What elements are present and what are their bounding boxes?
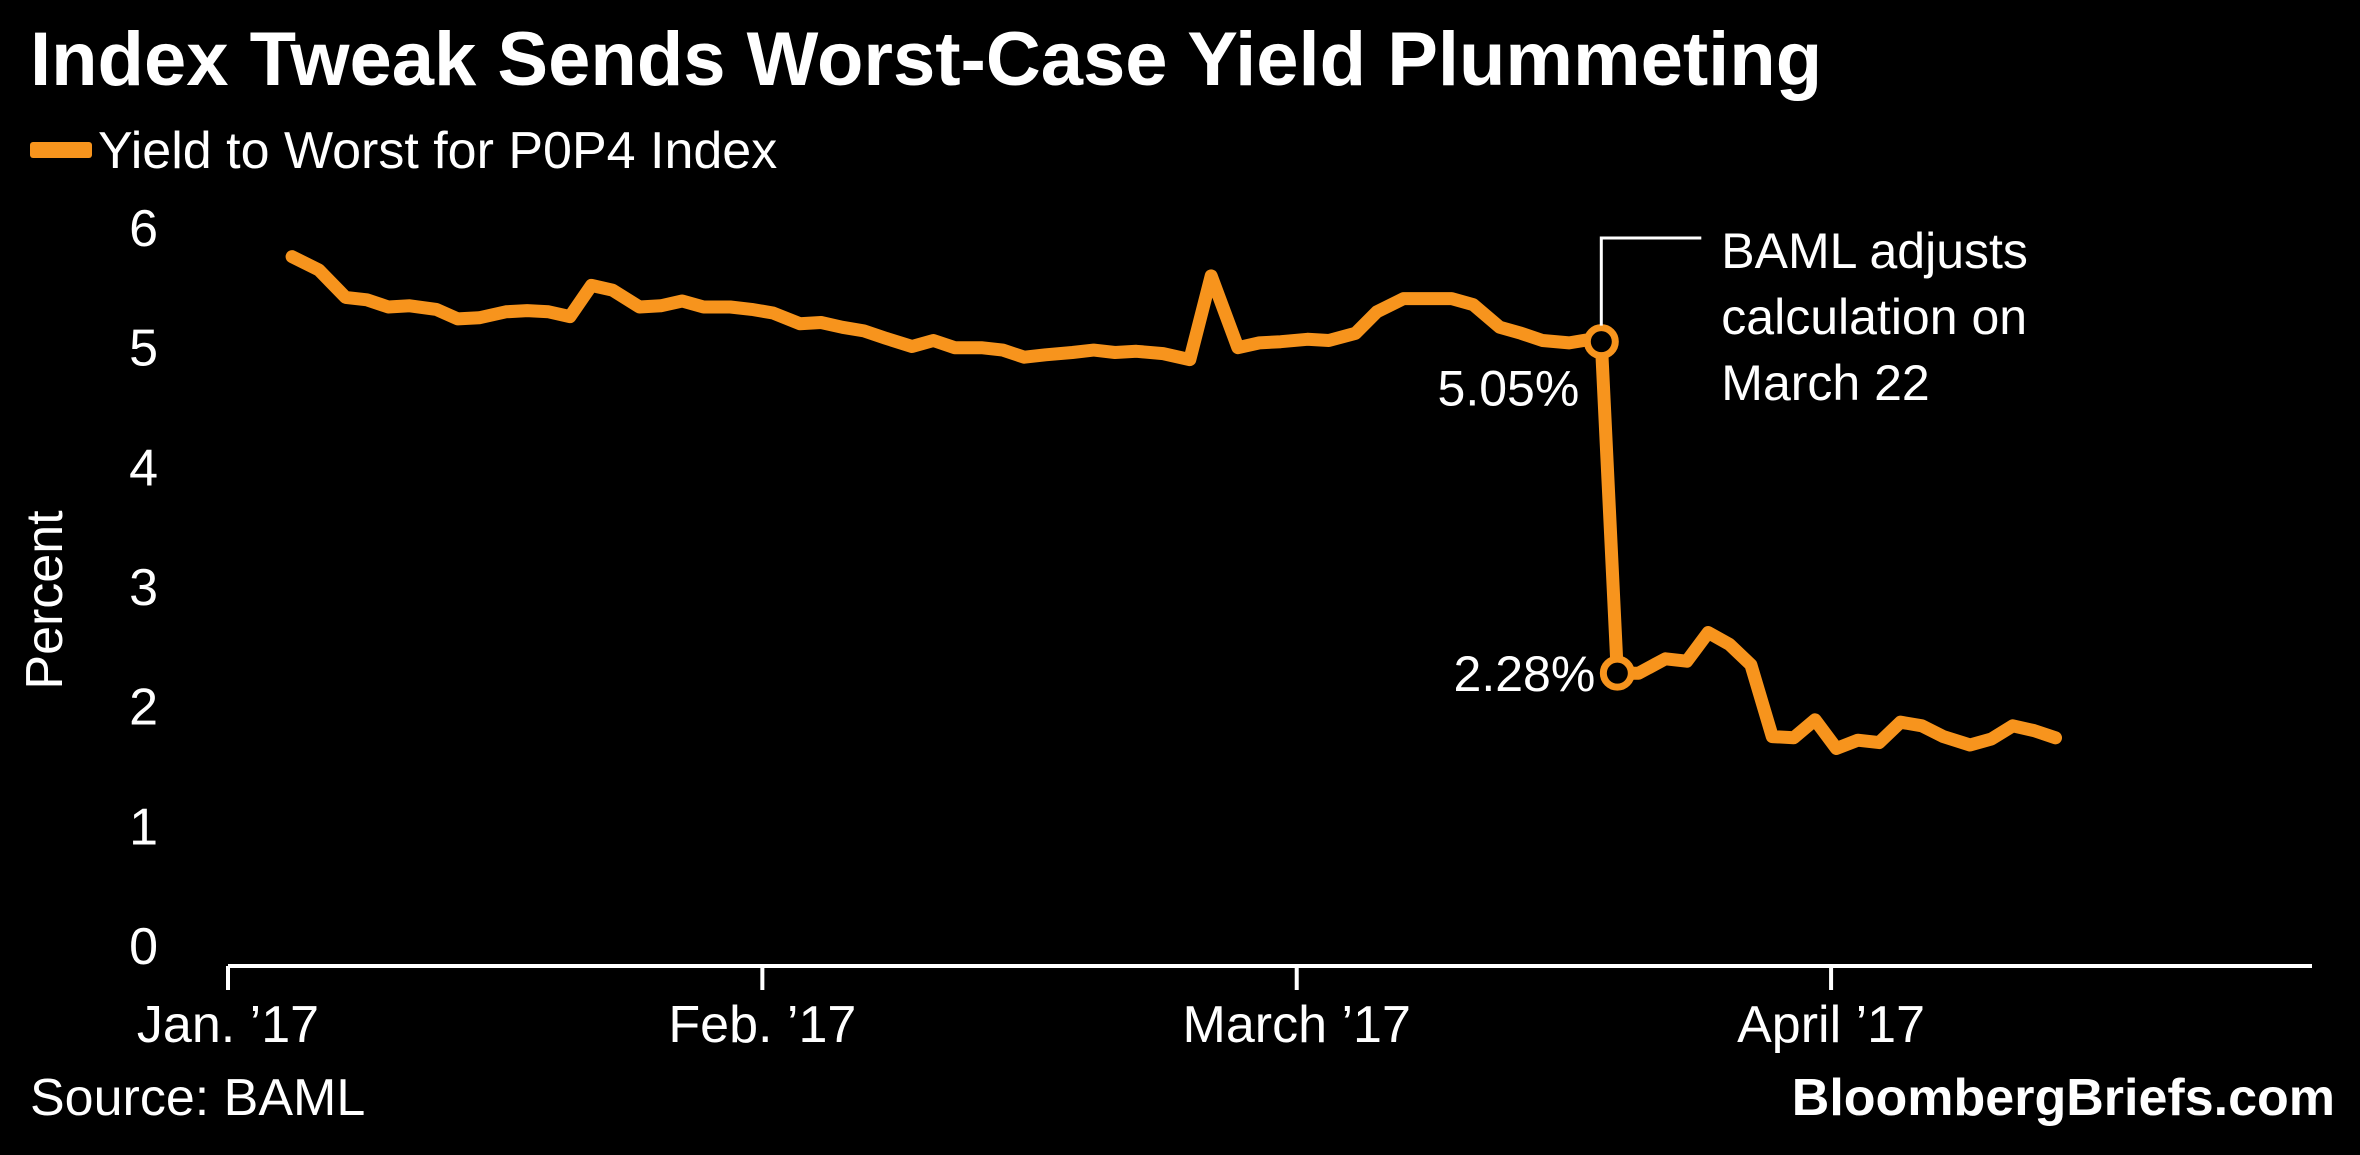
- marker-label: 2.28%: [1454, 646, 1596, 702]
- y-tick-label: 3: [129, 559, 158, 617]
- y-tick-label: 4: [129, 439, 158, 497]
- legend-swatch: [30, 142, 92, 158]
- marker-label: 5.05%: [1438, 361, 1580, 417]
- y-tick-label: 1: [129, 798, 158, 856]
- chart-title: Index Tweak Sends Worst-Case Yield Plumm…: [30, 17, 1822, 102]
- y-axis-ticks: 0 1 2 3 4 5 6: [129, 200, 158, 976]
- data-marker: [1599, 655, 1635, 691]
- y-tick-label: 6: [129, 200, 158, 258]
- x-tick-label: April ’17: [1737, 996, 1925, 1054]
- series-layer: [285, 250, 2062, 755]
- x-tick-label: Jan. ’17: [137, 996, 319, 1054]
- data-marker: [1583, 324, 1619, 360]
- annotation-layer: 5.05% 2.28% BAML adjusts calculation on Marc…: [1438, 223, 2028, 702]
- callout-text-line: BAML adjusts: [1721, 223, 2028, 279]
- legend-label: Yield to Worst for P0P4 Index: [98, 122, 777, 180]
- source-note: Source: BAML: [30, 1069, 365, 1127]
- x-tick-label: March ’17: [1183, 996, 1411, 1054]
- brand-credit: BloombergBriefs.com: [1792, 1069, 2335, 1127]
- legend: Yield to Worst for P0P4 Index: [30, 122, 777, 180]
- y-tick-label: 5: [129, 320, 158, 378]
- series-line: [285, 250, 2062, 755]
- y-tick-label: 0: [129, 918, 158, 976]
- y-tick-label: 2: [129, 679, 158, 737]
- x-axis: Jan. ’17 Feb. ’17 March ’17 April ’17: [137, 964, 2312, 1054]
- callout-text-line: calculation on: [1721, 289, 2027, 345]
- callout-leader: [1599, 236, 1702, 326]
- y-axis-label: Percent: [16, 510, 74, 690]
- callout-text-line: March 22: [1721, 355, 1929, 411]
- x-tick-label: Feb. ’17: [668, 996, 856, 1054]
